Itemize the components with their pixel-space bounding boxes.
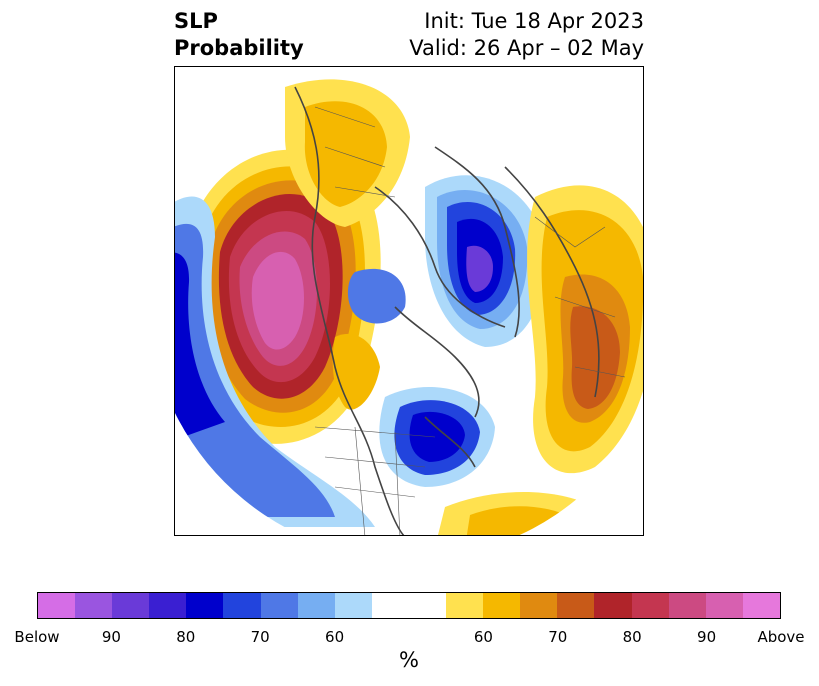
colorbar-swatch	[260, 593, 298, 618]
alaska-low-anomaly	[347, 268, 406, 324]
colorbar-tick-label: Below	[14, 628, 60, 646]
colorbar-swatch	[371, 593, 409, 618]
country-borders	[314, 106, 626, 535]
west-pacific-low-anomaly	[175, 196, 375, 527]
colorbar-swatch	[149, 593, 187, 618]
atlantic-low-anomaly	[379, 387, 495, 487]
colorbar-swatch	[223, 593, 261, 618]
colorbar-swatch	[75, 593, 113, 618]
map-panel	[174, 66, 644, 536]
eurasia-high-anomaly	[527, 185, 643, 474]
title-variable: SLP	[174, 9, 218, 33]
colorbar-swatch	[520, 593, 558, 618]
colorbar-tick-label: 70	[548, 628, 568, 646]
colorbar-tick-label: 80	[622, 628, 642, 646]
colorbar-swatch	[186, 593, 224, 618]
colorbar-tick-label: 90	[697, 628, 717, 646]
valid-range: Valid: 26 Apr – 02 May	[409, 36, 644, 60]
colorbar-swatch	[38, 593, 76, 618]
title-right: Init: Tue 18 Apr 2023 Valid: 26 Apr – 02…	[409, 8, 644, 62]
colorbar	[37, 592, 781, 619]
colorbar-tick-label: 70	[250, 628, 270, 646]
colorbar-tick-label: 60	[325, 628, 345, 646]
init-date: Init: Tue 18 Apr 2023	[424, 9, 644, 33]
hudson-low-anomaly	[425, 175, 546, 347]
colorbar-swatch	[705, 593, 743, 618]
colorbar-tick-label: Above	[757, 628, 805, 646]
colorbar-tick-label: 80	[176, 628, 196, 646]
colorbar-swatch	[334, 593, 372, 618]
colorbar-unit: %	[399, 648, 419, 672]
colorbar-swatch	[557, 593, 595, 618]
colorbar-swatch	[408, 593, 447, 618]
coastlines	[294, 86, 600, 535]
colorbar-swatch	[112, 593, 150, 618]
colorbar-swatch	[631, 593, 669, 618]
colorbar-swatch	[668, 593, 706, 618]
title-left: SLP Probability	[174, 8, 304, 62]
colorbar-tick-label: 90	[101, 628, 121, 646]
title-product: Probability	[174, 36, 304, 60]
colorbar-swatch	[483, 593, 521, 618]
pacific-high-anomaly	[179, 149, 381, 444]
map-canvas	[175, 67, 643, 535]
colorbar-swatch	[446, 593, 484, 618]
colorbar-swatch	[594, 593, 632, 618]
colorbar-tick-label: 60	[473, 628, 493, 646]
colorbar-swatch	[297, 593, 335, 618]
colorbar-swatch	[742, 593, 780, 618]
